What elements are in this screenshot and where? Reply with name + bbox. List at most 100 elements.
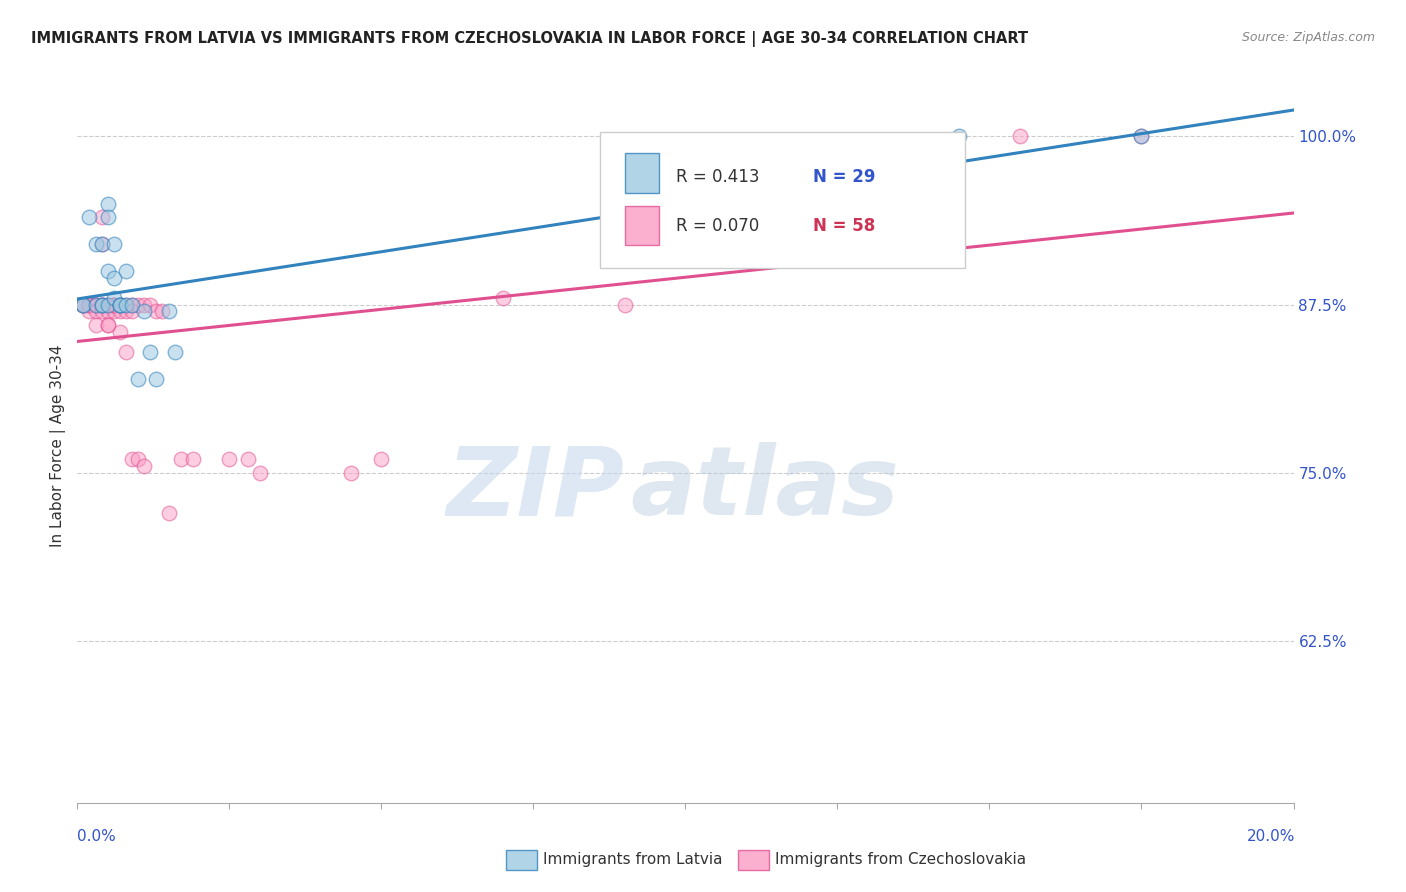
Text: Source: ZipAtlas.com: Source: ZipAtlas.com [1241,31,1375,45]
Point [84,318,107,332]
Point [103,237,125,252]
Point [340,466,363,480]
Point [79,298,101,312]
Point [97,196,120,211]
Point [103,291,125,305]
Point [84,298,107,312]
Point [157,304,180,318]
Point [72,298,94,312]
Point [1130,129,1153,144]
Point [249,466,271,480]
Point [84,298,107,312]
Point [108,298,131,312]
Point [84,304,107,318]
Point [108,304,131,318]
Point [97,318,120,332]
Text: R = 0.070: R = 0.070 [676,218,759,235]
Point [79,298,101,312]
Text: 0.0%: 0.0% [77,830,117,844]
Point [97,318,120,332]
Point [115,264,138,278]
Point [108,298,131,312]
Point [157,506,180,520]
Point [218,452,240,467]
Text: Immigrants from Czechoslovakia: Immigrants from Czechoslovakia [775,853,1026,867]
Text: ZIP: ZIP [447,442,624,535]
Point [90,298,112,312]
Point [79,210,101,224]
Point [90,298,112,312]
Point [134,459,156,474]
Point [152,304,174,318]
Point [127,452,149,467]
Point [79,304,101,318]
Point [97,210,120,224]
FancyBboxPatch shape [624,153,658,193]
Point [103,298,125,312]
Point [121,304,143,318]
Text: R = 0.413: R = 0.413 [676,168,759,186]
Point [1008,129,1031,144]
Point [108,325,131,339]
Point [115,298,138,312]
Point [84,237,107,252]
Point [127,372,149,386]
Point [139,344,162,359]
Point [72,298,94,312]
Text: atlas: atlas [631,442,900,535]
Point [115,304,138,318]
Point [90,304,112,318]
Point [103,298,125,312]
Point [72,298,94,312]
Point [97,298,120,312]
Point [108,298,131,312]
Point [163,344,186,359]
Text: N = 29: N = 29 [813,168,876,186]
Point [103,298,125,312]
Point [370,452,392,467]
Text: Immigrants from Latvia: Immigrants from Latvia [543,853,723,867]
Point [948,129,970,144]
Text: 20.0%: 20.0% [1247,830,1295,844]
Point [134,304,156,318]
Point [170,452,193,467]
Point [84,298,107,312]
Point [108,298,131,312]
Point [97,304,120,318]
Point [121,452,143,467]
Point [127,298,149,312]
Point [103,304,125,318]
Point [90,237,112,252]
Point [90,298,112,312]
Point [72,298,94,312]
Point [103,298,125,312]
Point [97,298,120,312]
Point [115,344,138,359]
Text: N = 58: N = 58 [813,218,876,235]
Point [84,298,107,312]
Point [181,452,204,467]
Point [139,298,162,312]
Point [97,298,120,312]
Point [103,270,125,285]
Point [79,298,101,312]
Point [115,298,138,312]
Point [121,298,143,312]
Point [72,298,94,312]
Point [90,210,112,224]
Point [145,372,167,386]
Point [145,304,167,318]
Point [492,291,515,305]
Point [134,298,156,312]
Point [613,298,636,312]
Point [236,452,259,467]
Point [90,298,112,312]
Point [97,298,120,312]
Point [97,264,120,278]
Point [108,298,131,312]
Y-axis label: In Labor Force | Age 30-34: In Labor Force | Age 30-34 [51,344,66,548]
Text: IMMIGRANTS FROM LATVIA VS IMMIGRANTS FROM CZECHOSLOVAKIA IN LABOR FORCE | AGE 30: IMMIGRANTS FROM LATVIA VS IMMIGRANTS FRO… [31,31,1028,47]
Point [121,298,143,312]
FancyBboxPatch shape [624,205,658,244]
Point [90,237,112,252]
